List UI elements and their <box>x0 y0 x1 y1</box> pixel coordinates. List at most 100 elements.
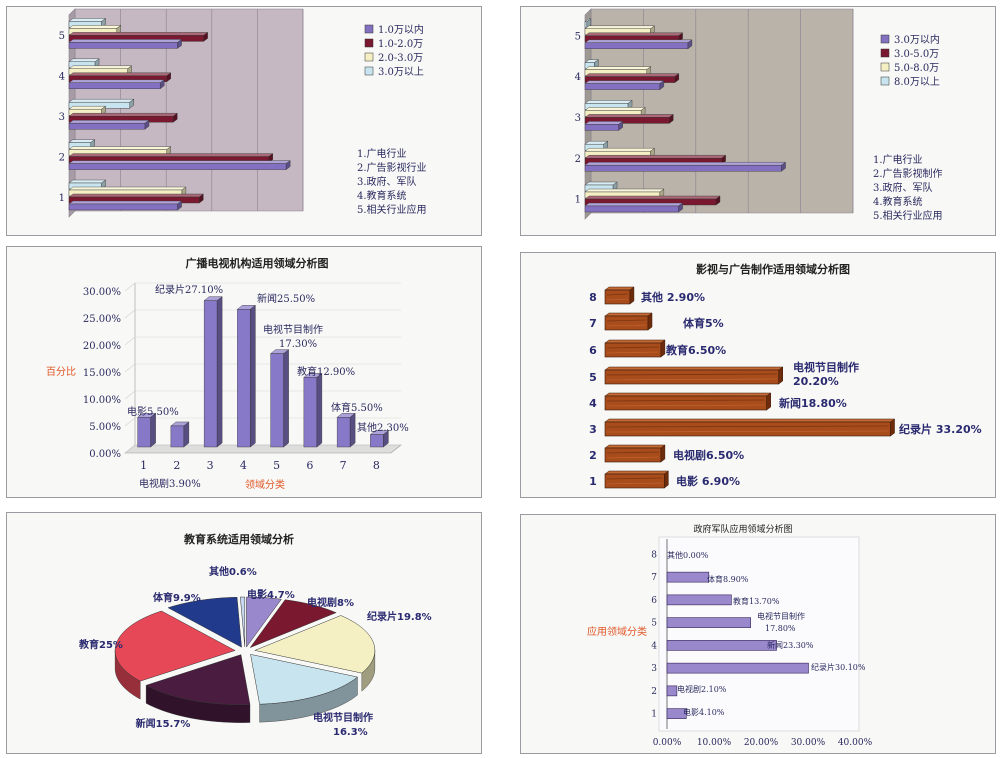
x-tick-label: 8 <box>373 459 380 472</box>
bar-end <box>674 73 680 83</box>
data-label: 纪录片27.10% <box>155 283 223 296</box>
y-tick-label: 10.00% <box>83 395 121 406</box>
y-tick-label: 0.00% <box>89 449 121 460</box>
x-tick-label: 1 <box>140 459 147 472</box>
bar-end <box>177 39 182 49</box>
x-tick-label: 6 <box>306 459 313 472</box>
legend-label: 3.0万以内 <box>894 33 940 46</box>
bar-side <box>383 430 389 448</box>
bar-top <box>584 114 674 118</box>
bar-top <box>68 179 107 184</box>
bar <box>68 82 161 90</box>
bar-top <box>584 147 656 152</box>
grid-line <box>124 390 136 400</box>
bar-top <box>584 161 787 166</box>
bar <box>666 662 809 674</box>
y-tick-label: 20.00% <box>83 341 121 352</box>
annotation-line: 4.教育系统 <box>357 189 407 202</box>
panel-film-domain: 影视与广告制作适用领域分析图 1 2 3 4 5 6 7 8 电影 6.90% 电视剧6.50% 纪… <box>520 252 996 498</box>
bar-top <box>68 32 209 36</box>
pie-slice <box>167 597 242 648</box>
y-tick-label: 30.00% <box>83 287 121 298</box>
annotation-line: 1.广电行业 <box>873 153 923 166</box>
bar-top <box>584 39 693 43</box>
bar-end <box>781 161 786 172</box>
legend-label: 8.0万以上 <box>894 76 940 88</box>
grid-line <box>124 363 136 373</box>
bar-end <box>647 312 653 331</box>
bar <box>666 571 710 583</box>
bar-end <box>166 72 171 83</box>
bar <box>270 353 284 448</box>
category-label: 7 <box>589 317 597 330</box>
bar-end <box>778 366 783 385</box>
bar-top <box>584 107 646 111</box>
slice-label: 其他0.6% <box>209 565 257 578</box>
data-label: 教育6.50% <box>665 343 726 357</box>
grid-line <box>124 417 136 427</box>
x-axis-title: 领域分类 <box>245 478 285 491</box>
bar-end <box>890 418 895 437</box>
bar-grain <box>606 373 777 376</box>
bar-top <box>604 392 772 397</box>
bar-top <box>604 286 635 291</box>
slice-label: 电视剧8% <box>307 596 354 609</box>
legend-swatch <box>880 62 890 72</box>
category-label: 1 <box>59 193 65 204</box>
chart-broadcast-price: 1 2 3 4 5 1.0万以内 1.0-2.0万 2.0-3.0万 3.0万以上 1.广电行… <box>59 8 427 218</box>
legend-label: 1.0万以内 <box>378 23 424 36</box>
panel-broadcast-price: 1 2 3 4 5 1.0万以内 1.0-2.0万 2.0-3.0万 3.0万以上 1.广电行… <box>6 6 482 236</box>
y-tick-label: 5.00% <box>89 422 121 433</box>
legend-swatch <box>880 34 890 44</box>
category-label: 1 <box>651 710 657 720</box>
category-label: 3 <box>589 423 597 436</box>
bar-grain <box>606 451 659 454</box>
bar-end <box>664 470 669 489</box>
x-tick-label: 2 <box>173 459 180 472</box>
bar-end <box>285 160 291 171</box>
data-label: 纪录片 33.20% <box>899 422 982 436</box>
pie-slice <box>249 599 337 649</box>
chart-title: 教育系统适用领域分析 <box>183 532 294 546</box>
legend-swatch <box>364 66 374 76</box>
bar <box>604 369 780 385</box>
panel-film-price: 1 2 3 4 5 3.0万以内 3.0-5.0万 5.0-8.0万 8.0万以上 1.广电行… <box>520 6 996 236</box>
bar <box>666 640 777 651</box>
bar-grain <box>606 477 663 480</box>
bar-top <box>68 79 165 84</box>
data-label: 电影5.50% <box>127 405 179 418</box>
data-label: 其他2.30% <box>357 421 409 434</box>
category-label: 8 <box>651 550 657 560</box>
bar-top <box>68 160 291 164</box>
bar-end <box>199 193 204 204</box>
bar-top <box>68 18 107 22</box>
bar <box>604 395 767 411</box>
bar-end <box>173 112 178 123</box>
bar-top <box>604 418 896 423</box>
panel-education-pie: 教育系统适用领域分析 电影4.7% 电视剧8% 纪录片19.8% 电视节目制作 新闻15… <box>6 512 482 754</box>
bar-grain <box>606 456 659 459</box>
chart-title: 广播电视机构适用领域分析图 <box>186 256 329 270</box>
data-label: 20.20% <box>793 375 839 388</box>
bar <box>584 21 588 29</box>
y-axis-title: 百分比 <box>46 366 76 378</box>
data-label: 体育8.90% <box>707 574 749 584</box>
data-label: 电视剧3.90% <box>139 477 201 490</box>
slice-label: 电视节目制作 <box>313 711 373 724</box>
category-label: 6 <box>589 344 597 357</box>
chart-broadcast-domain: 广播电视机构适用领域分析图 百分比 领域分类 0.00% 5.00% 10.00% 1… <box>46 256 409 491</box>
bar-top <box>68 119 150 124</box>
bar-end <box>144 119 150 130</box>
data-label: 体育5% <box>683 316 724 330</box>
bar <box>137 417 151 448</box>
chart-title: 影视与广告制作适用领域分析图 <box>696 262 850 276</box>
category-label: 2 <box>651 687 657 697</box>
bar-side <box>150 412 156 448</box>
y-axis-title: 应用领域分类 <box>587 625 647 638</box>
bar-end <box>678 202 683 213</box>
bar-end <box>629 286 635 305</box>
bar-grain <box>606 378 777 381</box>
y-tick-label: 25.00% <box>83 314 121 325</box>
data-label: 电视节目制作 <box>757 611 805 621</box>
annotation-line: 5.相关行业应用 <box>873 209 943 222</box>
